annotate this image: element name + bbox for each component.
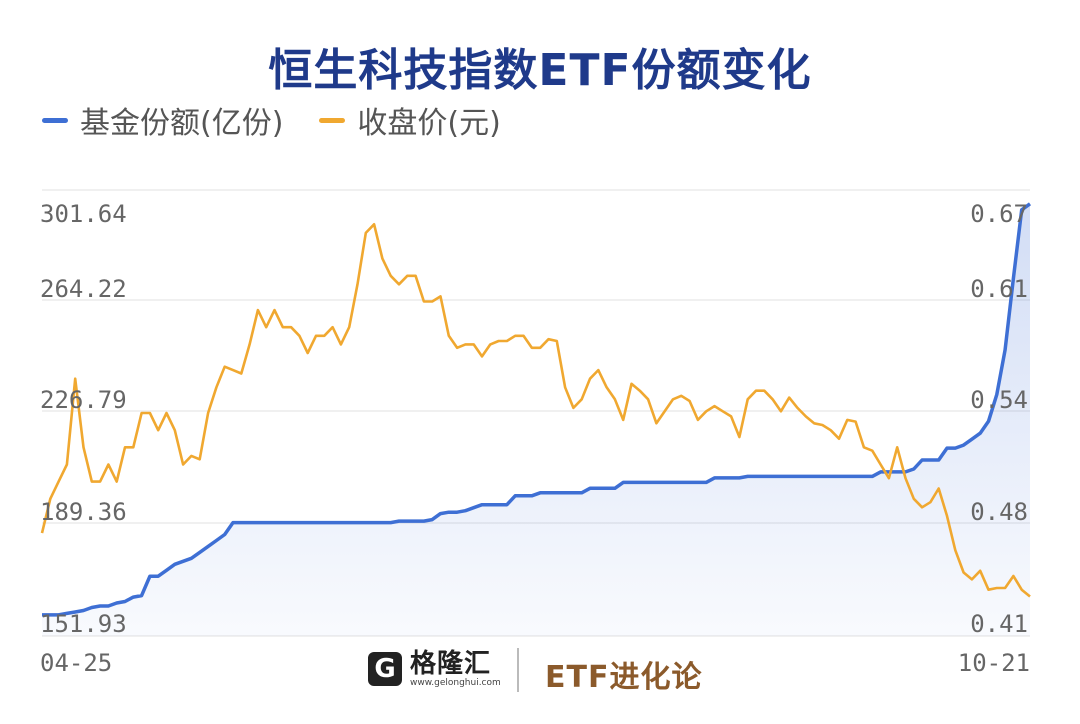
- legend-label-close-price: 收盘价(元): [357, 106, 501, 141]
- left-axis-tick-label: 301.64: [40, 200, 127, 228]
- x-tick-start: 04-25: [40, 649, 112, 677]
- left-axis-ticks: 301.64 264.22 226.79 189.36 151.93: [40, 200, 127, 638]
- logo-url: www.gelonghui.com: [410, 678, 501, 688]
- legend-swatch-fund-shares: [42, 117, 68, 123]
- x-tick-end: 10-21: [958, 649, 1030, 677]
- logo-mark-icon: G: [368, 652, 402, 686]
- legend-swatch-close-price: [319, 117, 346, 123]
- left-axis-tick-label: 189.36: [40, 498, 127, 526]
- fund-shares-line: [42, 202, 1032, 617]
- left-axis-tick-label: 226.79: [40, 386, 127, 414]
- right-axis-tick-label: 0.48: [970, 498, 1028, 526]
- left-axis-tick-label: 151.93: [40, 610, 127, 638]
- right-axis-tick-label: 0.41: [970, 610, 1028, 638]
- right-axis-ticks: 0.67 0.61 0.54 0.48 0.41: [970, 200, 1028, 638]
- footer: G 格隆汇 www.gelonghui.com ETF进化论: [0, 648, 1080, 698]
- right-axis-tick-label: 0.61: [970, 275, 1028, 303]
- left-axis-tick-label: 264.22: [40, 275, 127, 303]
- legend-item-close-price[interactable]: 收盘价(元): [319, 98, 501, 142]
- legend-item-fund-shares[interactable]: 基金份额(亿份): [42, 98, 283, 142]
- close-price-line: [40, 223, 1031, 598]
- fund-shares-area: [42, 203, 1030, 637]
- footer-divider: [517, 648, 519, 692]
- brand-name: ETF进化论: [545, 660, 703, 695]
- right-axis-tick-label: 0.67: [970, 200, 1028, 228]
- right-axis-tick-label: 0.54: [970, 386, 1028, 414]
- chart-title: 恒生科技指数ETF份额变化: [268, 45, 812, 96]
- legend-label-fund-shares: 基金份额(亿份): [80, 106, 284, 141]
- legend: 基金份额(亿份) 收盘价(元): [42, 98, 501, 142]
- gelonghui-logo: G 格隆汇 www.gelonghui.com: [368, 650, 501, 688]
- logo-name: 格隆汇: [410, 649, 492, 679]
